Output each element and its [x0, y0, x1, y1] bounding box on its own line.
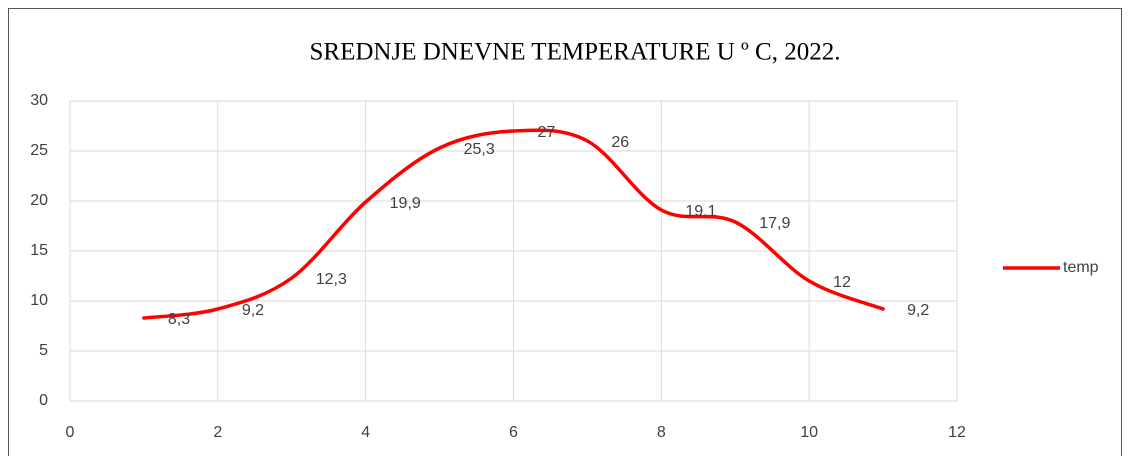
data-label: 19,9: [390, 195, 421, 212]
chart-title: SREDNJE DNEVNE TEMPERATURE U º C, 2022.: [310, 39, 841, 66]
chart-frame: [8, 8, 1122, 456]
data-label: 26: [611, 134, 629, 151]
data-label: 27: [538, 124, 556, 141]
y-tick-label: 15: [30, 242, 48, 259]
y-tick-label: 30: [30, 92, 48, 109]
x-tick-label: 8: [657, 424, 666, 441]
y-tick-label: 10: [30, 292, 48, 309]
y-tick-label: 0: [39, 392, 48, 409]
legend-label: temp: [1063, 259, 1099, 276]
x-tick-label: 4: [361, 424, 370, 441]
data-label: 9,2: [242, 302, 264, 319]
y-tick-label: 20: [30, 192, 48, 209]
data-label: 12: [833, 274, 851, 291]
x-tick-label: 6: [509, 424, 518, 441]
data-label: 17,9: [759, 215, 790, 232]
data-label: 25,3: [464, 141, 495, 158]
y-tick-label: 25: [30, 142, 48, 159]
x-tick-label: 12: [948, 424, 966, 441]
x-tick-label: 2: [213, 424, 222, 441]
data-label: 19,1: [685, 203, 716, 220]
data-label: 8,3: [168, 311, 190, 328]
x-tick-label: 0: [66, 424, 75, 441]
x-tick-label: 10: [800, 424, 818, 441]
series-line: [142, 128, 885, 320]
data-label: 9,2: [907, 302, 929, 319]
data-label: 12,3: [316, 271, 347, 288]
y-tick-label: 5: [39, 342, 48, 359]
